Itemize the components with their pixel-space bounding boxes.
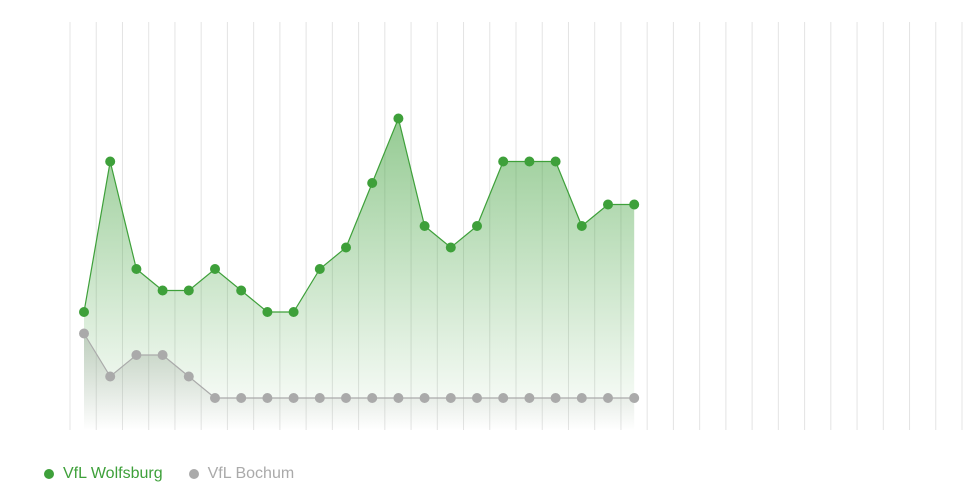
data-point[interactable]: [262, 307, 273, 317]
data-point[interactable]: [498, 156, 509, 167]
data-point[interactable]: [157, 285, 168, 296]
data-point[interactable]: [210, 264, 220, 274]
data-point[interactable]: [629, 199, 640, 210]
data-point[interactable]: [498, 393, 509, 403]
data-point[interactable]: [262, 393, 273, 403]
series-area-0: [84, 118, 635, 430]
legend-item-0[interactable]: VfL Wolfsburg: [44, 465, 163, 483]
data-point[interactable]: [236, 285, 247, 296]
data-point[interactable]: [131, 350, 142, 360]
series-points: [79, 113, 640, 403]
series-line-1: [83, 333, 635, 399]
legend-label-1: VfL Bochum: [207, 465, 295, 482]
legend-marker-0: [44, 469, 54, 479]
data-point[interactable]: [550, 393, 561, 403]
data-point[interactable]: [472, 221, 482, 231]
data-point[interactable]: [157, 350, 168, 360]
legend: VfL Wolfsburg VfL Bochum: [44, 465, 294, 483]
data-point[interactable]: [524, 156, 535, 167]
data-point[interactable]: [576, 393, 587, 403]
data-point[interactable]: [210, 393, 220, 403]
data-point[interactable]: [183, 285, 194, 296]
data-point[interactable]: [419, 393, 430, 403]
legend-label-0: VfL Wolfsburg: [63, 465, 163, 482]
data-point[interactable]: [550, 156, 561, 167]
series-areas: [84, 118, 635, 430]
data-point[interactable]: [445, 393, 456, 403]
legend-marker-1: [188, 469, 199, 479]
data-point[interactable]: [393, 113, 404, 124]
data-point[interactable]: [314, 393, 325, 403]
data-point[interactable]: [236, 393, 247, 403]
data-point[interactable]: [341, 393, 351, 403]
data-point[interactable]: [183, 371, 194, 382]
data-point[interactable]: [79, 328, 89, 339]
data-point[interactable]: [603, 393, 613, 403]
series-lines: [83, 116, 635, 399]
data-point[interactable]: [341, 242, 351, 253]
data-point[interactable]: [524, 393, 535, 403]
legend-item-1[interactable]: VfL Bochum: [188, 465, 295, 483]
data-point[interactable]: [105, 371, 116, 382]
data-point[interactable]: [288, 307, 299, 317]
data-point[interactable]: [603, 199, 613, 210]
data-point[interactable]: [367, 178, 378, 188]
data-point[interactable]: [79, 307, 89, 317]
data-point[interactable]: [367, 393, 378, 403]
data-point[interactable]: [393, 393, 404, 403]
series-line-0: [83, 116, 635, 313]
data-point[interactable]: [472, 393, 482, 403]
data-point[interactable]: [314, 264, 325, 274]
data-point[interactable]: [576, 221, 587, 231]
data-point[interactable]: [131, 264, 142, 274]
data-point[interactable]: [445, 242, 456, 253]
data-point[interactable]: [629, 393, 640, 403]
data-point[interactable]: [419, 221, 430, 231]
data-point[interactable]: [288, 393, 299, 403]
data-point[interactable]: [105, 156, 116, 167]
